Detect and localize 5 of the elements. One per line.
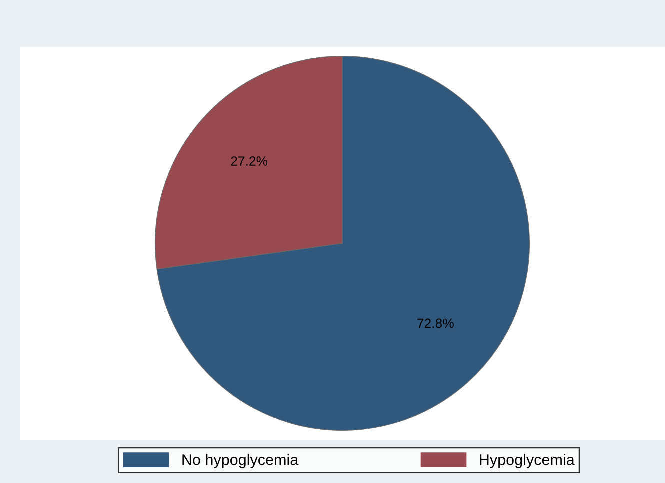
pie-slice — [156, 56, 530, 431]
data-label: 72.8% — [418, 318, 454, 328]
legend-label: Hypoglycemia — [480, 454, 575, 468]
legend-label: No hypoglycemia — [182, 454, 299, 468]
data-label: 27.2% — [231, 156, 268, 166]
